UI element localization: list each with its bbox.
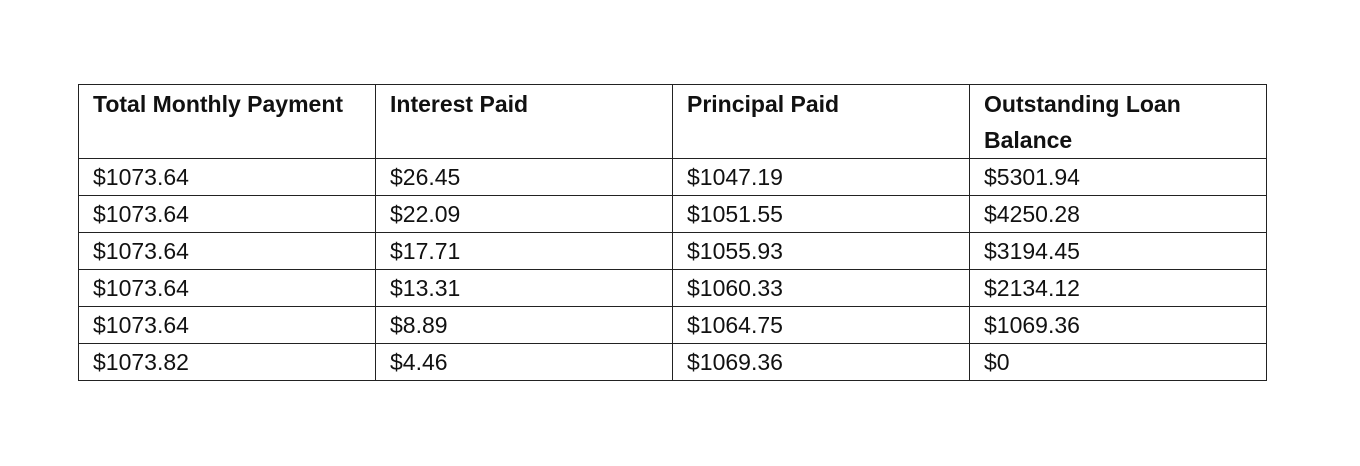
cell-interest-paid: $8.89 bbox=[375, 306, 673, 344]
cell-total-monthly-payment: $1073.82 bbox=[78, 343, 376, 381]
loan-amortization-table: Total Monthly Payment Interest Paid Prin… bbox=[78, 84, 1267, 381]
cell-total-monthly-payment: $1073.64 bbox=[78, 306, 376, 344]
cell-interest-paid: $17.71 bbox=[375, 232, 673, 270]
cell-total-monthly-payment: $1073.64 bbox=[78, 158, 376, 196]
cell-outstanding-loan-balance: $2134.12 bbox=[969, 269, 1267, 307]
cell-principal-paid: $1069.36 bbox=[672, 343, 970, 381]
cell-interest-paid: $4.46 bbox=[375, 343, 673, 381]
table-row: $1073.64 $26.45 $1047.19 $5301.94 bbox=[78, 158, 1267, 196]
header-outstanding-loan-balance: Outstanding Loan Balance bbox=[969, 84, 1267, 159]
cell-principal-paid: $1051.55 bbox=[672, 195, 970, 233]
cell-outstanding-loan-balance: $4250.28 bbox=[969, 195, 1267, 233]
cell-interest-paid: $26.45 bbox=[375, 158, 673, 196]
table-body: $1073.64 $26.45 $1047.19 $5301.94 $1073.… bbox=[78, 158, 1267, 381]
table-row: $1073.64 $8.89 $1064.75 $1069.36 bbox=[78, 306, 1267, 344]
cell-interest-paid: $13.31 bbox=[375, 269, 673, 307]
cell-outstanding-loan-balance: $5301.94 bbox=[969, 158, 1267, 196]
cell-principal-paid: $1064.75 bbox=[672, 306, 970, 344]
cell-total-monthly-payment: $1073.64 bbox=[78, 232, 376, 270]
table-row: $1073.64 $17.71 $1055.93 $3194.45 bbox=[78, 232, 1267, 270]
cell-outstanding-loan-balance: $0 bbox=[969, 343, 1267, 381]
header-total-monthly-payment: Total Monthly Payment bbox=[78, 84, 376, 159]
cell-total-monthly-payment: $1073.64 bbox=[78, 269, 376, 307]
header-principal-paid: Principal Paid bbox=[672, 84, 970, 159]
cell-principal-paid: $1060.33 bbox=[672, 269, 970, 307]
header-interest-paid: Interest Paid bbox=[375, 84, 673, 159]
cell-interest-paid: $22.09 bbox=[375, 195, 673, 233]
table-row: $1073.64 $13.31 $1060.33 $2134.12 bbox=[78, 269, 1267, 307]
header-row: Total Monthly Payment Interest Paid Prin… bbox=[78, 84, 1267, 159]
cell-principal-paid: $1047.19 bbox=[672, 158, 970, 196]
cell-principal-paid: $1055.93 bbox=[672, 232, 970, 270]
table-row: $1073.64 $22.09 $1051.55 $4250.28 bbox=[78, 195, 1267, 233]
cell-total-monthly-payment: $1073.64 bbox=[78, 195, 376, 233]
table-row: $1073.82 $4.46 $1069.36 $0 bbox=[78, 343, 1267, 381]
cell-outstanding-loan-balance: $3194.45 bbox=[969, 232, 1267, 270]
table-header: Total Monthly Payment Interest Paid Prin… bbox=[78, 84, 1267, 159]
cell-outstanding-loan-balance: $1069.36 bbox=[969, 306, 1267, 344]
